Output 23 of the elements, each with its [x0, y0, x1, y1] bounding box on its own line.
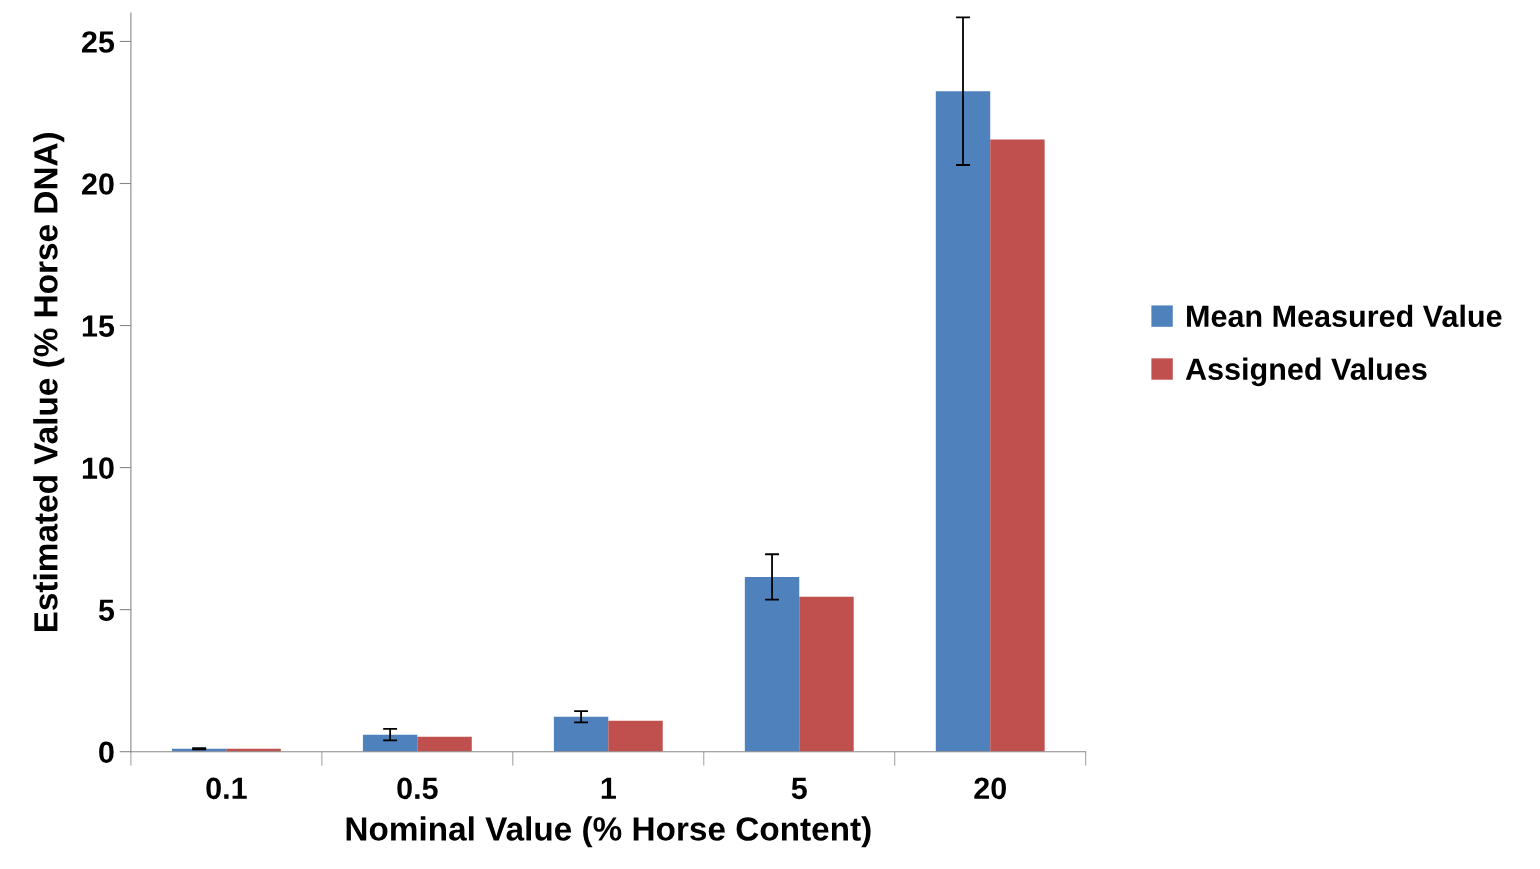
y-tick-label: 10 [82, 457, 114, 479]
bar [608, 720, 663, 752]
y-tick-label: 25 [82, 31, 115, 53]
bar [799, 596, 854, 752]
y-axis-title: Estimated Value (% Horse DNA) [33, 133, 65, 632]
x-axis-title: Nominal Value (% Horse Content) [346, 816, 871, 848]
y-tick-label: 5 [98, 599, 115, 622]
bar [417, 736, 472, 752]
x-tick-label: 0.1 [206, 777, 247, 800]
bar [935, 91, 991, 752]
y-tick-label: 0 [99, 741, 114, 764]
x-tick-label: 1 [601, 777, 616, 799]
bar [744, 576, 800, 752]
legend-label: Mean Measured Value [1187, 304, 1502, 328]
y-tick-label: 15 [82, 315, 115, 337]
bar [362, 734, 418, 752]
bar [553, 716, 609, 752]
x-tick-label: 20 [974, 777, 1006, 800]
bar [990, 139, 1045, 752]
legend-label: Assigned Values [1185, 357, 1427, 387]
x-tick-label: 0.5 [397, 777, 438, 800]
x-tick-label: 5 [791, 777, 807, 800]
y-tick-label: 20 [82, 173, 114, 195]
